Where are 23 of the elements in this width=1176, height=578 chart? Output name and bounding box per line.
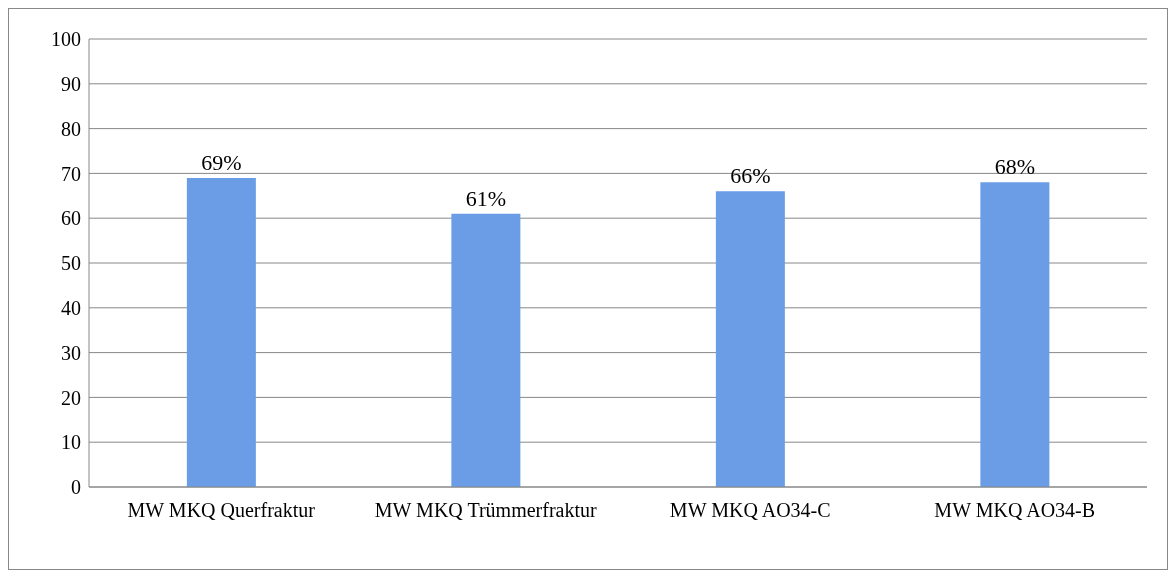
y-tick-label: 0 [71,476,81,499]
y-tick-label: 40 [61,296,81,319]
y-tick-label: 100 [51,28,81,51]
y-tick-label: 30 [61,341,81,364]
bar [451,213,521,487]
data-label: 68% [994,154,1036,180]
data-label: 69% [201,149,242,175]
x-tick-label: MW MKQ AO34-C [669,499,831,522]
y-tick-label: 70 [61,162,81,185]
x-tick-label: MW MKQ Querfraktur [127,499,316,522]
y-tick-label: 50 [61,252,81,275]
bar [980,182,1050,487]
y-tick-label: 20 [61,386,81,409]
y-tick-label: 90 [61,72,81,95]
data-label: 66% [730,163,771,189]
data-label: 61% [465,185,507,211]
bar [715,191,785,487]
bar [186,177,256,487]
x-tick-label: MW MKQ AO34-B [934,499,1096,522]
x-tick-label: MW MKQ Trümmerfraktur [374,499,598,522]
y-tick-label: 80 [61,117,81,140]
y-tick-label: 10 [61,431,81,454]
y-tick-label: 60 [61,207,81,230]
